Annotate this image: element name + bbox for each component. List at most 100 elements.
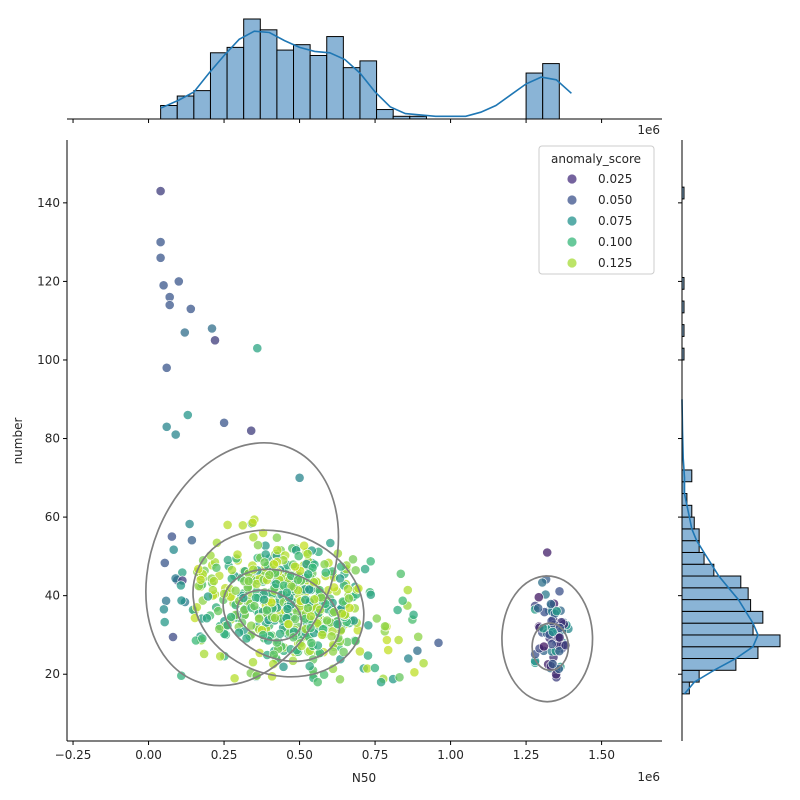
scatter-point: [253, 540, 263, 550]
y-tick-label: 80: [45, 432, 60, 446]
y-axis-label: number: [11, 418, 25, 465]
scatter-point: [325, 538, 336, 548]
x-tick-label: 0.25: [211, 748, 238, 762]
top-hist-bar: [276, 49, 295, 120]
scatter-point: [229, 673, 240, 684]
scatter-point: [179, 327, 190, 338]
scatter-point: [365, 589, 376, 600]
density-contours: [145, 441, 594, 703]
scatter-point: [344, 593, 354, 604]
scatter-point: [304, 661, 315, 672]
x-tick-label: 1.25: [513, 748, 540, 762]
scatter-point: [259, 557, 270, 568]
scatter-point: [211, 562, 222, 573]
top-hist-bar: [326, 36, 344, 120]
scatter-point: [282, 604, 293, 614]
scatter-point: [158, 604, 169, 615]
scatter-point: [246, 425, 257, 436]
scatter-point: [293, 551, 304, 561]
scatter-point: [254, 613, 264, 624]
scatter-point: [305, 611, 316, 622]
scatter-point: [418, 658, 429, 669]
scatter-point: [222, 520, 233, 530]
scatter-point: [344, 603, 355, 613]
scatter-point: [243, 576, 254, 586]
scatter-point: [227, 565, 237, 575]
top-hist-bar: [259, 29, 278, 120]
scatter-point: [393, 635, 404, 645]
top-hist-bar: [342, 67, 361, 120]
scatter-point: [264, 570, 275, 580]
legend-label: 0.125: [598, 256, 632, 270]
scatter-point: [302, 549, 313, 559]
scatter-point: [312, 677, 323, 687]
scatter-point: [394, 672, 405, 683]
scatter-point: [383, 645, 394, 655]
scatter-point: [201, 613, 212, 624]
scatter-point: [159, 558, 170, 568]
scatter-point: [214, 624, 225, 634]
scatter-point: [306, 638, 317, 648]
scatter-point: [319, 559, 330, 570]
y-tick-label: 100: [37, 353, 60, 367]
scatter-point: [309, 594, 320, 605]
x-tick-label: −0.25: [55, 748, 92, 762]
scatter-point: [402, 585, 413, 595]
scatter-point: [176, 595, 187, 606]
right-hist-bar: [681, 540, 700, 553]
scatter-point: [296, 641, 307, 651]
scatter-point: [207, 323, 217, 334]
x-scale-label: 1e6: [637, 770, 660, 784]
scatter-point: [397, 595, 408, 606]
scatter-point: [348, 554, 358, 565]
right-hist-bar: [681, 646, 759, 660]
legend-marker: [567, 216, 577, 226]
right-hist-bar: [681, 563, 715, 577]
scatter-point: [168, 632, 178, 642]
scatter-point: [332, 619, 343, 629]
scatter-point: [271, 532, 282, 543]
y-tick-label: 20: [45, 667, 60, 681]
scatter-point: [365, 556, 376, 567]
scatter-point: [251, 592, 261, 603]
y-tick-label: 60: [45, 510, 60, 524]
scatter-point: [247, 517, 258, 528]
right-hist-bar: [681, 516, 695, 530]
scatter-point: [210, 335, 220, 346]
scatter-point: [363, 650, 373, 661]
scatter-point: [197, 633, 208, 644]
scatter-point: [551, 606, 562, 617]
density-contour: [222, 568, 341, 663]
scatter-point: [283, 619, 294, 629]
legend-label: 0.025: [598, 172, 632, 186]
scatter-point: [268, 559, 279, 570]
scatter-point: [155, 186, 166, 196]
scatter-point: [554, 632, 565, 643]
scatter-point: [290, 561, 300, 572]
scatter-point: [186, 535, 197, 546]
legend-marker: [567, 258, 577, 268]
legend-marker: [567, 195, 577, 205]
scatter-point: [166, 531, 177, 542]
legend-marker: [567, 174, 577, 184]
scatter-point: [237, 520, 248, 531]
density-contour: [145, 441, 340, 687]
top-scale-label: 1e6: [637, 123, 660, 137]
scatter-point: [381, 635, 392, 645]
scatter-point: [302, 603, 313, 613]
scatter-point: [161, 421, 172, 432]
scatter-point: [547, 626, 558, 637]
scatter-point: [369, 663, 380, 673]
right-hist-bar: [681, 551, 705, 565]
scatter-point: [159, 617, 170, 627]
top-hist-bar: [243, 18, 261, 120]
right-hist-bar: [681, 575, 742, 589]
scatter-point: [300, 594, 311, 605]
scatter-point: [360, 564, 370, 574]
scatter-point: [184, 519, 195, 529]
scatter-point: [161, 362, 172, 373]
scatter-point: [343, 584, 353, 594]
scatter-point: [248, 532, 259, 543]
scatter-point: [185, 303, 196, 314]
